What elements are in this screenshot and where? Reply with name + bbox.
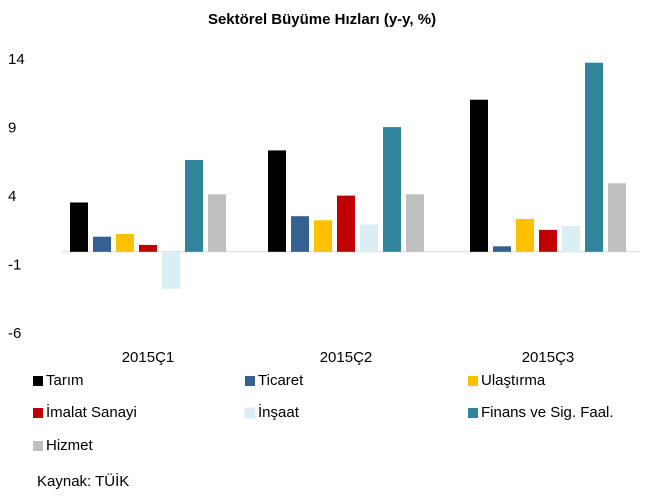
bar [162,251,180,289]
bar [470,99,488,252]
legend-swatch [468,408,478,418]
bar [360,224,378,252]
legend-label: İnşaat [258,403,300,421]
y-tick-label: 9 [8,119,16,136]
bar [539,229,557,252]
legend-label: Ulaştırma [481,372,546,389]
bar [493,246,511,252]
chart-title: Sektörel Büyüme Hızları (y-y, %) [208,11,436,28]
y-tick-label: -1 [8,256,21,273]
bar [585,62,603,252]
legend-label: İmalat Sanayi [46,403,137,421]
bar [608,183,626,252]
legend-label: Ticaret [258,372,304,389]
bar [516,218,534,252]
bar [268,150,286,252]
bar [116,233,134,252]
x-tick-label: 2015Ç1 [122,349,175,366]
legend-label: Tarım [46,372,84,389]
legend-label: Finans ve Sig. Faal. [481,404,614,421]
bar [383,127,401,252]
legend-swatch [33,376,43,386]
bar [208,194,226,252]
bar [406,194,424,252]
bar [139,244,157,252]
bar [314,220,332,252]
legend-swatch [244,407,256,419]
bar [337,195,355,252]
bar [93,236,111,252]
bar [70,202,88,252]
x-tick-label: 2015Ç2 [320,349,373,366]
legend-swatch [33,408,43,418]
y-tick-label: 14 [8,51,25,68]
legend-label: Hizmet [46,437,94,454]
legend-swatch [468,376,478,386]
y-tick-label: 4 [8,188,16,205]
source-note: Kaynak: TÜİK [37,472,129,490]
bar [291,216,309,252]
bar [562,225,580,252]
y-tick-label: -6 [8,325,21,342]
legend-swatch [33,441,43,451]
bar [185,160,203,252]
legend-swatch [245,376,255,386]
x-tick-label: 2015Ç3 [522,349,575,366]
